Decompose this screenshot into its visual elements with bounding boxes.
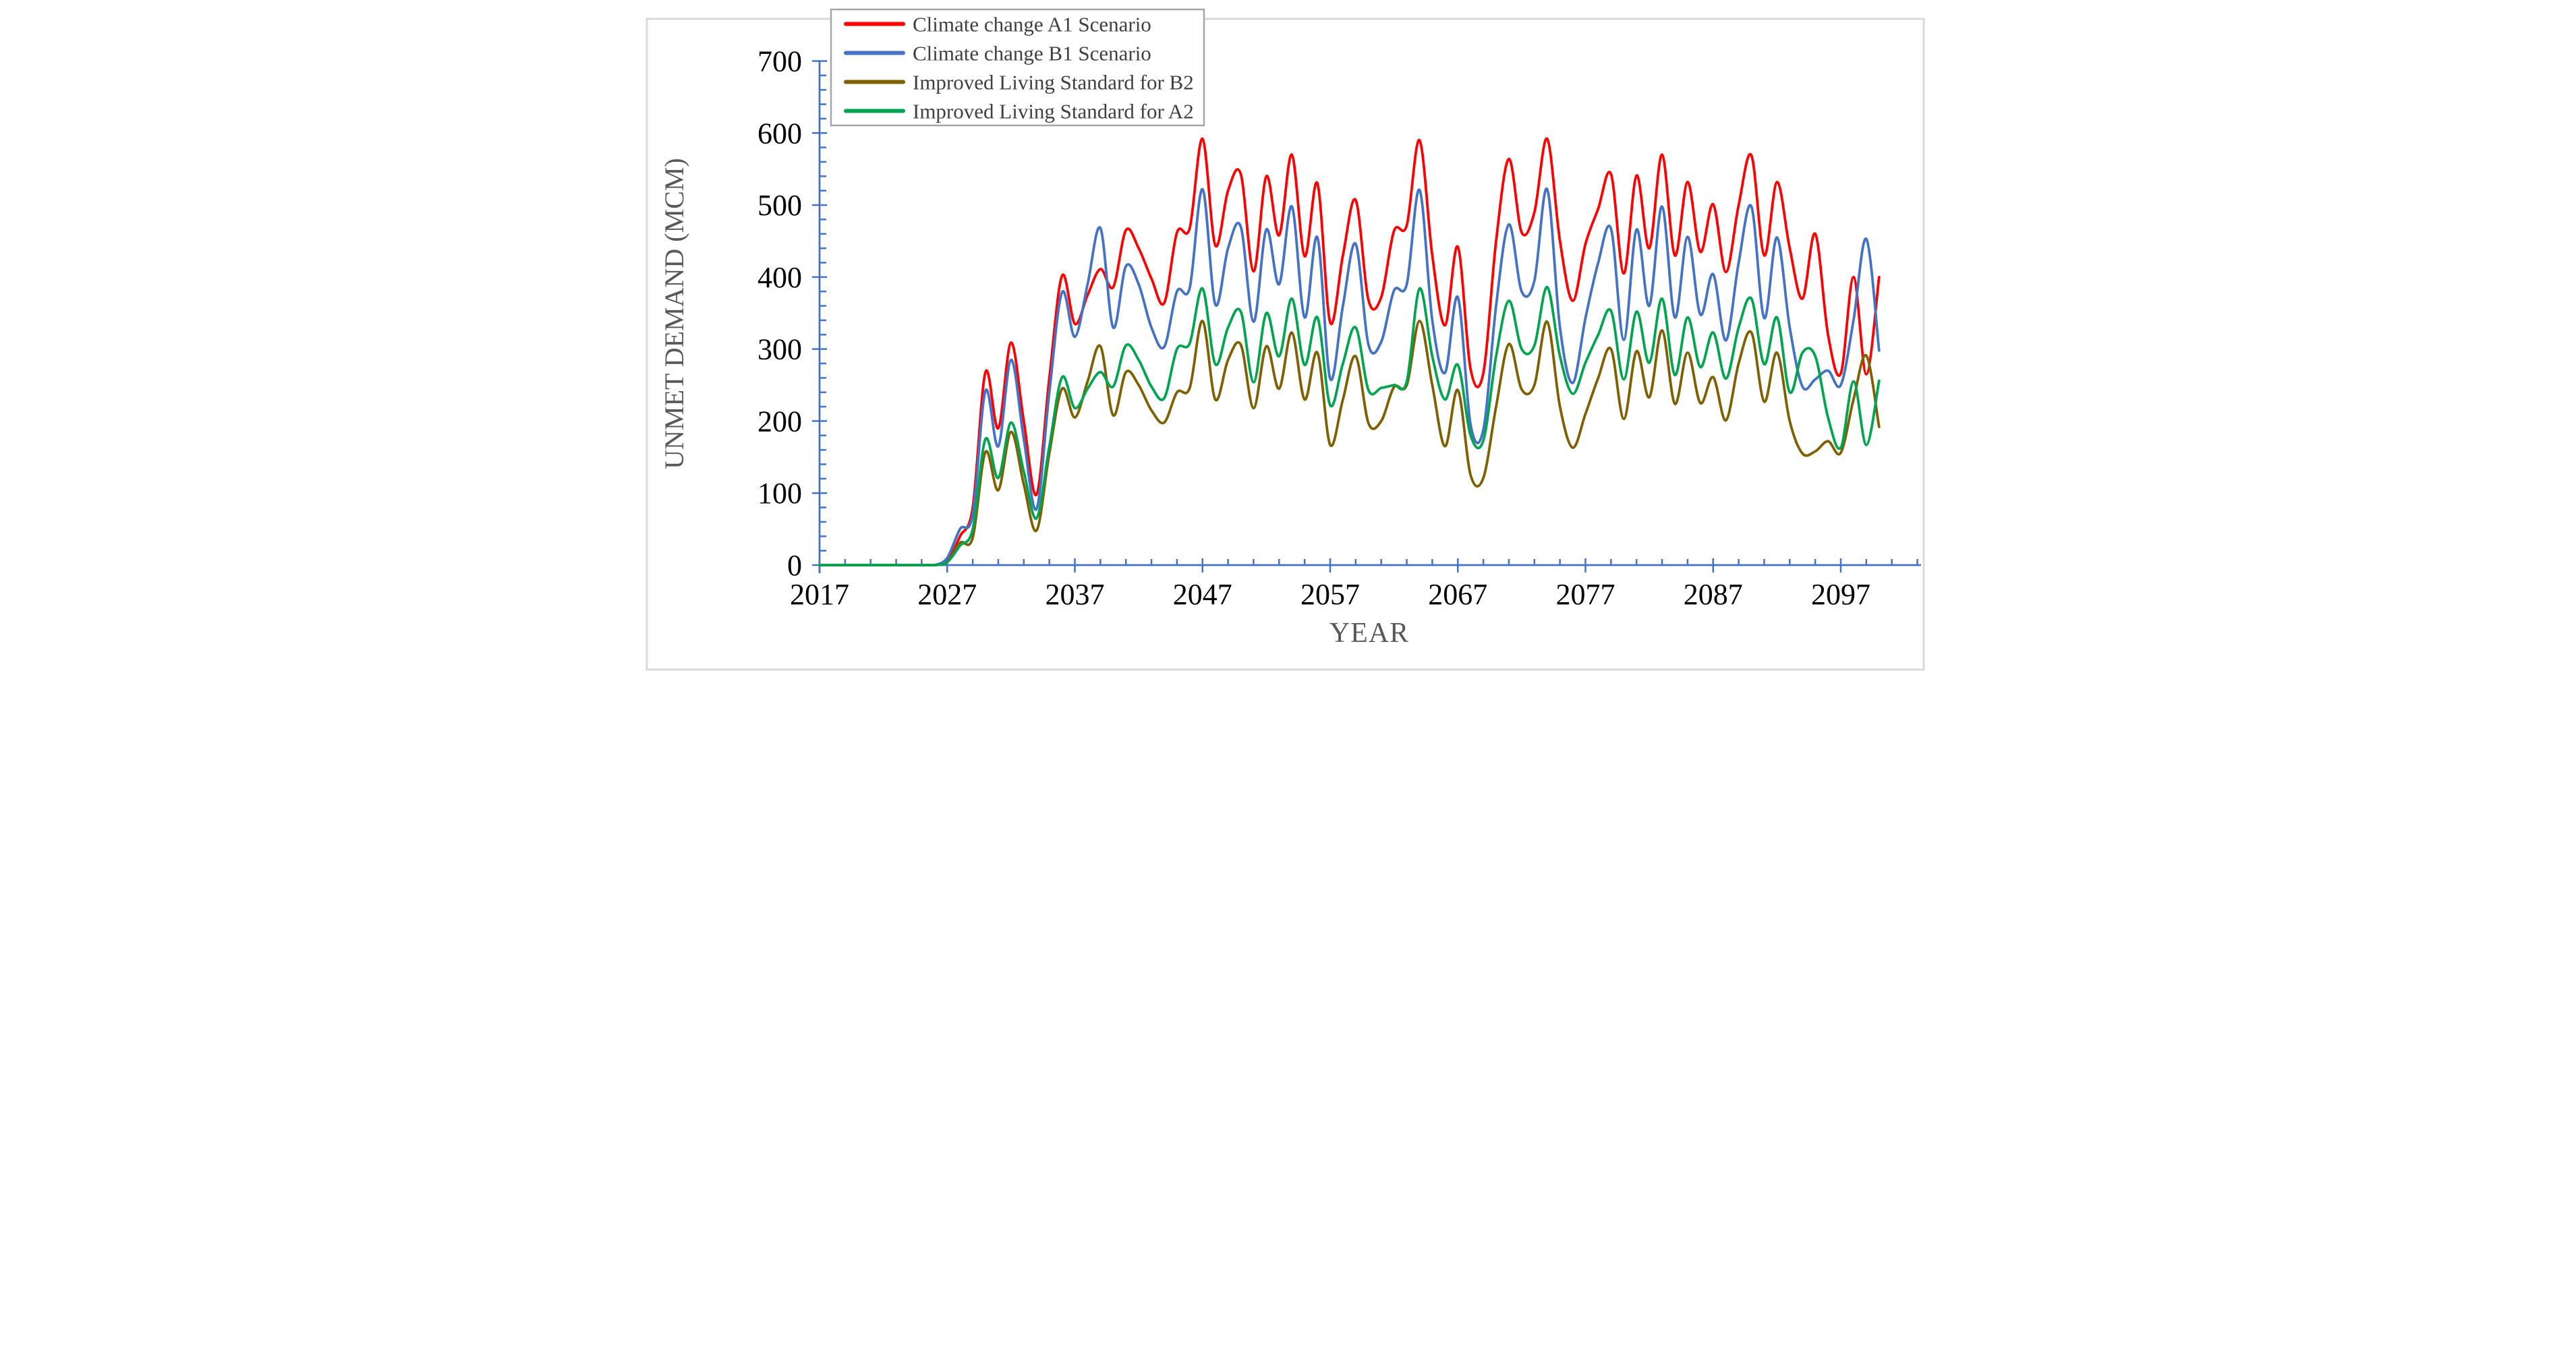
series-line-2 [818,187,1881,566]
x-axis-title: YEAR [1329,618,1408,649]
x-tick-label: 2037 [1045,578,1104,611]
x-tick-label: 2087 [1683,578,1742,611]
x-tick-label: 2027 [917,578,977,611]
legend-label: Climate change B1 Scenario [913,42,1151,65]
series-line-1 [818,137,1881,566]
y-tick-label: 600 [757,117,802,150]
y-tick-label: 100 [757,477,802,510]
legend-label: Improved Living Standard for A2 [913,100,1194,123]
series-line-4 [818,285,1881,566]
x-tick-label: 2017 [790,578,849,611]
series-line-3 [818,320,1881,566]
y-tick-label: 500 [757,189,802,222]
x-tick-label: 2077 [1555,578,1615,611]
x-tick-label: 2057 [1300,578,1360,611]
y-tick-label: 300 [757,333,802,366]
line-chart: 2017 2027 2037 2047 2057 2067 2077 2087 2097 0 100… [646,8,1924,671]
figure-border [646,18,1924,671]
y-tick-label: 200 [757,405,802,438]
y-axis-title: UNMET DEMAND (MCM) [659,158,689,469]
legend-box [830,8,1205,127]
chart-figure: 2017 2027 2037 2047 2057 2067 2077 2087 2097 0 100… [643,0,1933,674]
y-tick-label: 700 [757,45,802,78]
y-tick-label: 0 [787,549,802,582]
x-tick-label: 2097 [1811,578,1870,611]
y-tick-label: 400 [757,261,802,294]
x-tick-label: 2067 [1428,578,1487,611]
legend-label: Improved Living Standard for B2 [913,71,1194,94]
x-tick-label: 2047 [1172,578,1232,611]
legend-label: Climate change A1 Scenario [913,13,1151,36]
